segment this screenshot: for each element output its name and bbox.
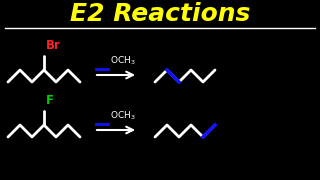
Text: $\mathregular{OCH_3}$: $\mathregular{OCH_3}$ bbox=[110, 109, 136, 122]
Text: E2 Reactions: E2 Reactions bbox=[70, 2, 250, 26]
Text: F: F bbox=[46, 94, 54, 107]
Text: Br: Br bbox=[46, 39, 61, 52]
Text: $\mathregular{OCH_3}$: $\mathregular{OCH_3}$ bbox=[110, 55, 136, 67]
